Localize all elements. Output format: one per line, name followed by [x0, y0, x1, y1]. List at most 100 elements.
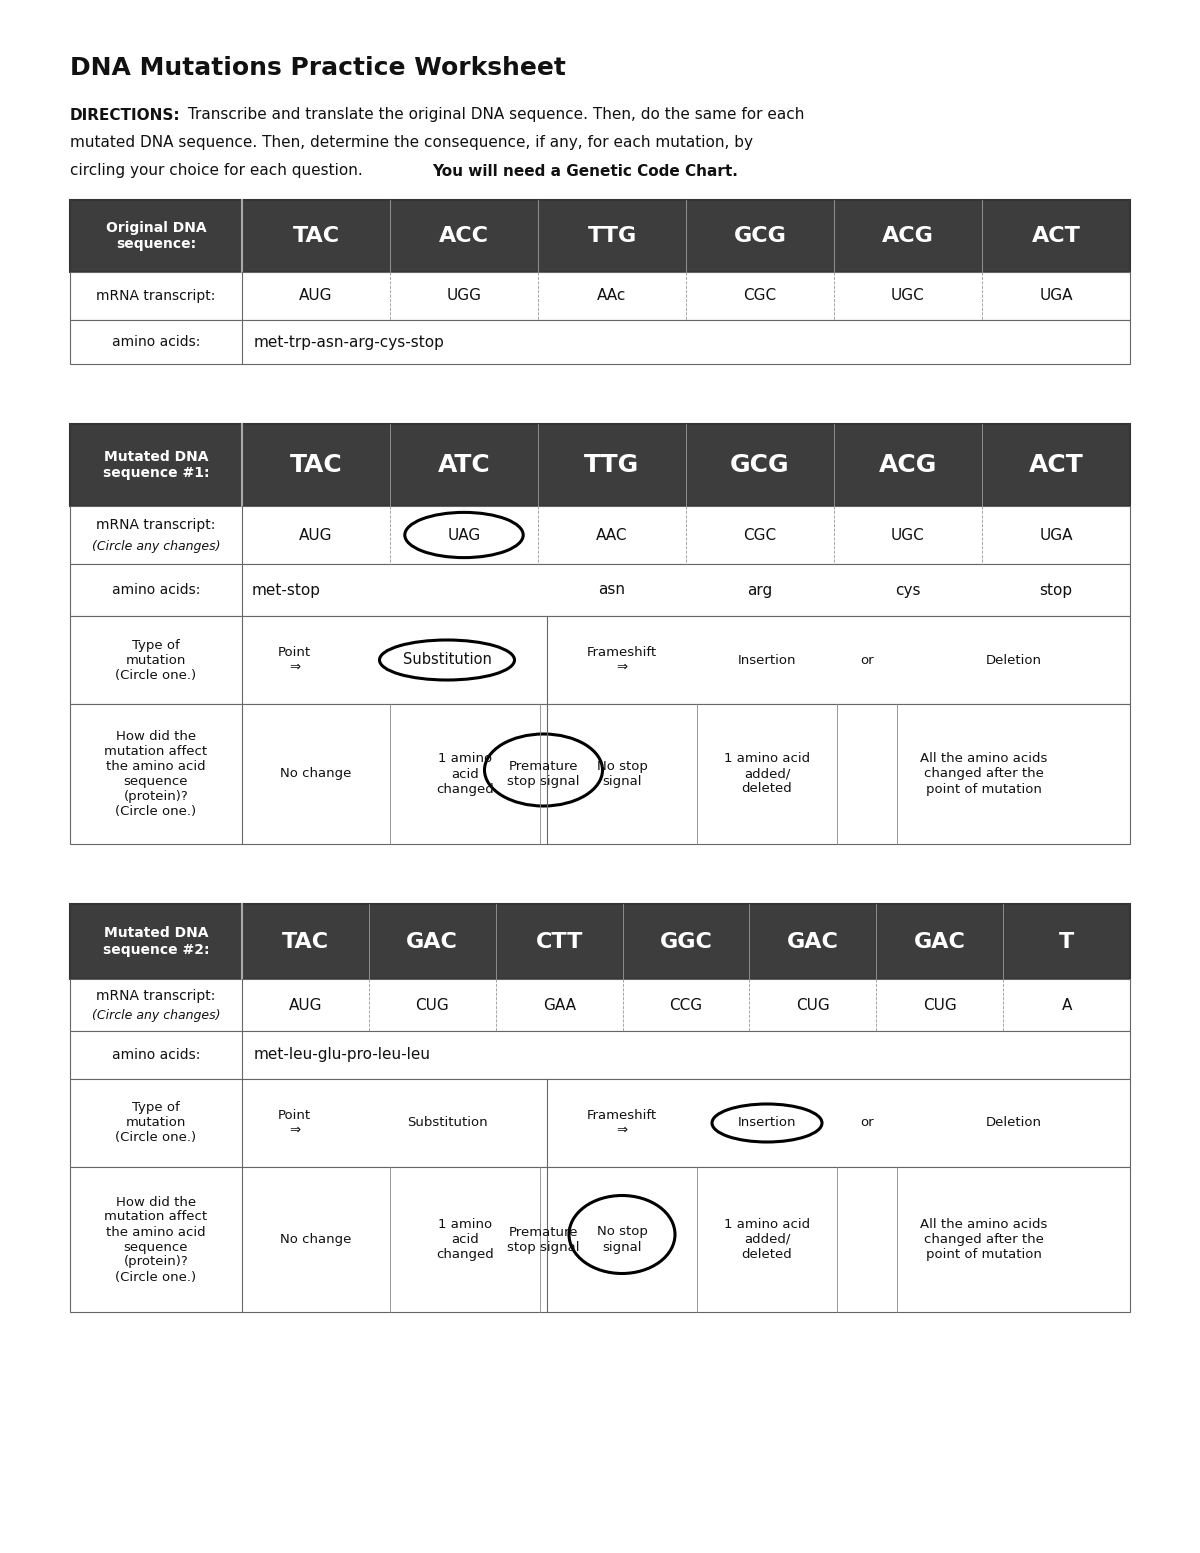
Text: mRNA transcript:: mRNA transcript:: [96, 519, 216, 533]
Text: UGC: UGC: [892, 528, 925, 542]
Text: Type of
mutation
(Circle one.): Type of mutation (Circle one.): [115, 638, 197, 682]
Text: amino acids:: amino acids:: [112, 582, 200, 596]
Text: Insertion: Insertion: [738, 1117, 797, 1129]
Text: ACG: ACG: [882, 227, 934, 245]
Text: or: or: [860, 654, 874, 666]
Bar: [70, 506, 1130, 564]
Text: DNA Mutations Practice Worksheet: DNA Mutations Practice Worksheet: [70, 56, 566, 81]
Text: CTT: CTT: [535, 932, 583, 952]
Text: ACG: ACG: [878, 453, 937, 477]
Bar: [70, 704, 1130, 843]
Text: No change: No change: [281, 1233, 352, 1246]
Text: GAC: GAC: [787, 932, 839, 952]
Text: stop: stop: [1039, 582, 1073, 598]
Text: Substitution: Substitution: [402, 652, 492, 668]
Text: Premature
stop signal: Premature stop signal: [508, 1225, 580, 1253]
Bar: [70, 272, 1130, 320]
Text: CUG: CUG: [923, 997, 956, 1013]
Text: 1 amino acid
added/
deleted: 1 amino acid added/ deleted: [724, 1218, 810, 1261]
Text: met-stop: met-stop: [252, 582, 322, 598]
Text: T: T: [1058, 932, 1074, 952]
Text: GAC: GAC: [913, 932, 966, 952]
Text: 1 amino
acid
changed: 1 amino acid changed: [436, 1218, 494, 1261]
Text: All the amino acids
changed after the
point of mutation: All the amino acids changed after the po…: [920, 753, 1048, 795]
Text: GCG: GCG: [733, 227, 786, 245]
Text: Premature
stop signal: Premature stop signal: [508, 759, 580, 787]
Text: met-trp-asn-arg-cys-stop: met-trp-asn-arg-cys-stop: [254, 334, 445, 349]
Text: TTG: TTG: [587, 227, 637, 245]
Text: UAG: UAG: [448, 528, 481, 542]
Text: GAA: GAA: [542, 997, 576, 1013]
Text: or: or: [860, 1117, 874, 1129]
Text: Frameshift
⇒: Frameshift ⇒: [587, 1109, 658, 1137]
Bar: [70, 200, 1130, 272]
Text: A: A: [1061, 997, 1072, 1013]
Text: Frameshift
⇒: Frameshift ⇒: [587, 646, 658, 674]
Text: AAc: AAc: [598, 289, 626, 303]
Text: ACT: ACT: [1032, 227, 1080, 245]
Text: arg: arg: [748, 582, 773, 598]
Bar: [70, 978, 1130, 1031]
Text: AUG: AUG: [299, 528, 332, 542]
Text: Point
⇒: Point ⇒: [278, 1109, 311, 1137]
Text: Mutated DNA
sequence #1:: Mutated DNA sequence #1:: [103, 450, 209, 480]
Text: AAC: AAC: [596, 528, 628, 542]
Text: CGC: CGC: [744, 528, 776, 542]
Text: cys: cys: [895, 582, 920, 598]
Text: Transcribe and translate the original DNA sequence. Then, do the same for each: Transcribe and translate the original DN…: [182, 107, 804, 123]
Text: Point
⇒: Point ⇒: [278, 646, 311, 674]
Text: No stop
signal: No stop signal: [596, 759, 648, 787]
Bar: [70, 424, 1130, 506]
Bar: [70, 564, 1130, 617]
Text: GAC: GAC: [407, 932, 458, 952]
Text: 1 amino
acid
changed: 1 amino acid changed: [436, 753, 494, 795]
Text: CUG: CUG: [796, 997, 829, 1013]
Text: UGA: UGA: [1039, 289, 1073, 303]
Text: How did the
mutation affect
the amino acid
sequence
(protein)?
(Circle one.): How did the mutation affect the amino ac…: [104, 1196, 208, 1283]
Text: ACC: ACC: [439, 227, 490, 245]
Text: CCG: CCG: [670, 997, 702, 1013]
Text: UGC: UGC: [892, 289, 925, 303]
Text: asn: asn: [599, 582, 625, 598]
Text: AUG: AUG: [289, 997, 322, 1013]
Text: How did the
mutation affect
the amino acid
sequence
(protein)?
(Circle one.): How did the mutation affect the amino ac…: [104, 730, 208, 818]
Text: Substitution: Substitution: [407, 1117, 487, 1129]
Text: No change: No change: [281, 767, 352, 781]
Bar: [70, 617, 1130, 704]
Text: mutated DNA sequence. Then, determine the consequence, if any, for each mutation: mutated DNA sequence. Then, determine th…: [70, 135, 754, 151]
Text: TAC: TAC: [293, 227, 340, 245]
Text: circling your choice for each question.: circling your choice for each question.: [70, 163, 367, 179]
Text: GCG: GCG: [730, 453, 790, 477]
Text: amino acids:: amino acids:: [112, 335, 200, 349]
Bar: [70, 320, 1130, 363]
Text: Original DNA
sequence:: Original DNA sequence:: [106, 221, 206, 252]
Text: CUG: CUG: [415, 997, 449, 1013]
Text: No stop
signal: No stop signal: [596, 1225, 648, 1253]
Text: (Circle any changes): (Circle any changes): [91, 540, 221, 553]
Text: mRNA transcript:: mRNA transcript:: [96, 989, 216, 1003]
Text: CGC: CGC: [744, 289, 776, 303]
Text: You will need a Genetic Code Chart.: You will need a Genetic Code Chart.: [432, 163, 738, 179]
Text: 1 amino acid
added/
deleted: 1 amino acid added/ deleted: [724, 753, 810, 795]
Text: met-leu-glu-pro-leu-leu: met-leu-glu-pro-leu-leu: [254, 1048, 431, 1062]
Bar: [70, 904, 1130, 978]
Text: mRNA transcript:: mRNA transcript:: [96, 289, 216, 303]
Text: All the amino acids
changed after the
point of mutation: All the amino acids changed after the po…: [920, 1218, 1048, 1261]
Text: TAC: TAC: [282, 932, 329, 952]
Text: ATC: ATC: [438, 453, 491, 477]
Text: Deletion: Deletion: [985, 1117, 1042, 1129]
Text: UGA: UGA: [1039, 528, 1073, 542]
Bar: [70, 1166, 1130, 1312]
Bar: [70, 1079, 1130, 1166]
Text: (Circle any changes): (Circle any changes): [91, 1009, 221, 1022]
Text: AUG: AUG: [299, 289, 332, 303]
Text: DIRECTIONS:: DIRECTIONS:: [70, 107, 181, 123]
Text: ACT: ACT: [1028, 453, 1084, 477]
Text: amino acids:: amino acids:: [112, 1048, 200, 1062]
Text: UGG: UGG: [446, 289, 481, 303]
Text: TTG: TTG: [584, 453, 640, 477]
Text: GGC: GGC: [660, 932, 713, 952]
Bar: [70, 1031, 1130, 1079]
Text: Insertion: Insertion: [738, 654, 797, 666]
Text: Type of
mutation
(Circle one.): Type of mutation (Circle one.): [115, 1101, 197, 1145]
